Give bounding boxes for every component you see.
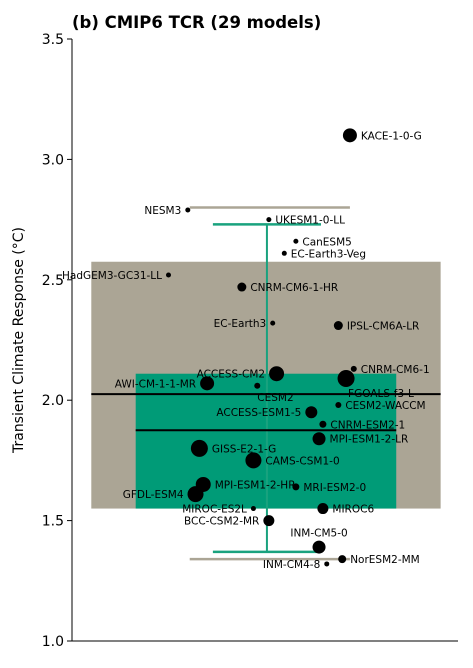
model-point [305, 406, 318, 419]
model-point [190, 439, 208, 457]
model-point [312, 540, 326, 554]
y-axis-label: Transient Climate Response (°C) [11, 227, 27, 454]
model-point [281, 250, 287, 256]
model-point [266, 217, 272, 223]
model-point [185, 207, 191, 213]
model-point [270, 320, 276, 326]
model-label: CanESM5 [302, 236, 351, 248]
model-point [293, 238, 299, 244]
model-label: MIROC-ES2L [182, 504, 247, 516]
model-label: EC-Earth3 [214, 318, 267, 330]
model-label: MIROC6 [332, 504, 374, 516]
model-label: BCC-CSM2-MR [184, 516, 259, 528]
model-label: CNRM-ESM2-1 [330, 419, 405, 431]
model-point [319, 420, 327, 428]
model-label: EC-Earth3-Veg [291, 248, 366, 260]
model-point [254, 382, 261, 389]
model-label: FGOALS-f3-L [348, 388, 414, 400]
model-point [250, 506, 256, 512]
model-point [333, 321, 343, 331]
model-label: IPSL-CM6A-LR [347, 321, 420, 333]
model-label: MPI-ESM1-2-LR [330, 434, 409, 446]
model-label: CESM2-WACCM [345, 400, 425, 412]
model-label: NorESM2-MM [350, 554, 420, 566]
model-label: MPI-ESM1-2-HR [215, 479, 296, 491]
model-label: ACCESS-CM2 [197, 369, 266, 381]
model-point [200, 376, 215, 391]
model-point [245, 452, 262, 469]
model-label: INM-CM5-0 [290, 528, 347, 540]
y-tick-label: 2.5 [42, 273, 64, 289]
model-point [338, 555, 347, 564]
model-label: KACE-1-0-G [361, 130, 422, 142]
model-label: HadGEM3-GC31-LL [62, 270, 162, 282]
model-point [324, 561, 330, 567]
model-point [337, 370, 355, 388]
model-label: NESM3 [144, 205, 181, 217]
model-point [342, 128, 357, 143]
model-label: UKESM1-0-LL [275, 215, 345, 227]
model-point [263, 515, 275, 527]
model-label: GISS-E2-1-G [212, 443, 276, 455]
model-label: GFDL-ESM4 [123, 489, 184, 501]
model-label: CAMS-CSM1-0 [265, 455, 339, 467]
chart-title: (b) CMIP6 TCR (29 models) [72, 13, 321, 32]
model-label: CESM2 [257, 392, 293, 404]
model-point [237, 282, 247, 292]
y-tick-label: 1.5 [42, 514, 64, 530]
model-point [317, 503, 329, 515]
model-label: INM-CM4-8 [263, 559, 320, 571]
model-point [292, 483, 300, 491]
model-label: ACCESS-ESM1-5 [216, 407, 301, 419]
model-point [187, 486, 204, 503]
model-point [350, 365, 357, 372]
y-tick-label: 1.0 [42, 634, 64, 650]
model-point [269, 366, 285, 382]
model-point [312, 432, 326, 446]
model-label: CNRM-CM6-1-HR [250, 282, 338, 294]
y-tick-label: 3.5 [42, 32, 64, 48]
model-label: MRI-ESM2-0 [303, 482, 366, 494]
plot-area: 1.0 1.5 2.0 2.5 3.0 3.5 KACE-1-0-G NESM3 UKESM1-… [42, 32, 458, 650]
model-point [166, 272, 171, 278]
y-tick-label: 3.0 [42, 152, 64, 168]
model-label: AWI-CM-1-1-MR [115, 378, 196, 390]
y-tick-label: 2.0 [42, 393, 64, 409]
model-point [335, 402, 342, 409]
model-label: CNRM-CM6-1 [361, 364, 430, 376]
